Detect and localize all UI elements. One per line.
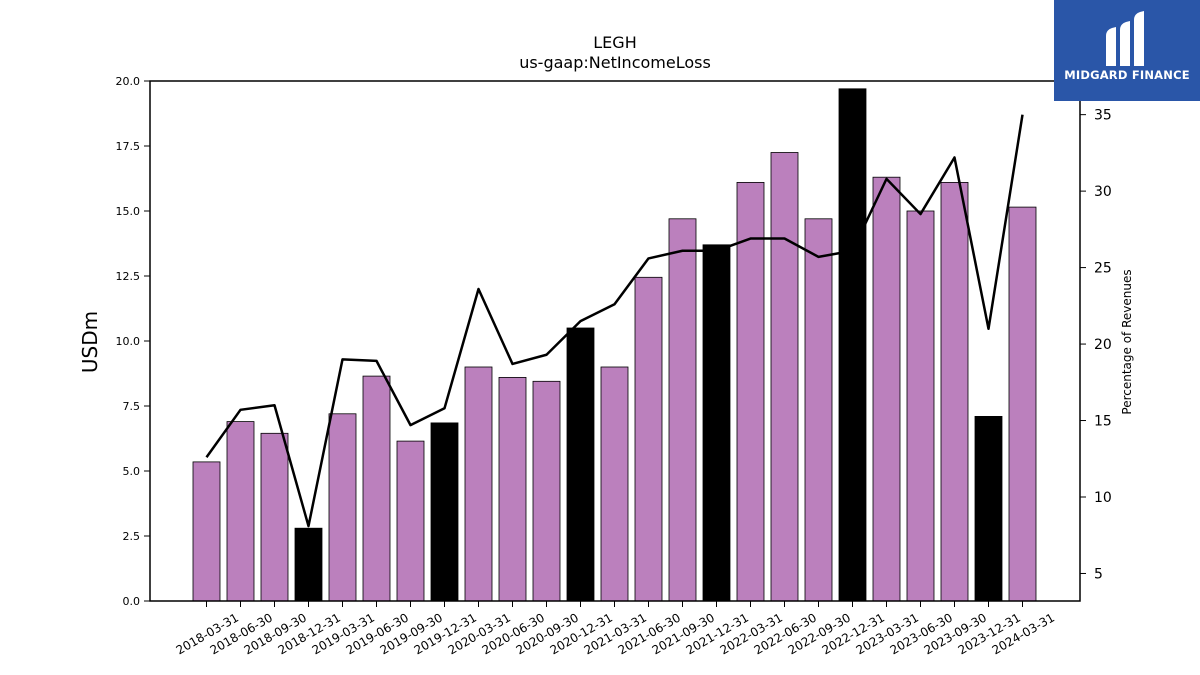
chart-subtitle: us-gaap:NetIncomeLoss	[519, 53, 711, 72]
y-tick-label: 10.0	[116, 335, 141, 348]
bars-group	[192, 88, 1037, 602]
bar-2020-12-31	[566, 327, 595, 602]
bar-2021-12-31	[702, 244, 731, 602]
y-tick-label: 17.5	[116, 140, 141, 153]
bar-2021-09-30	[668, 218, 697, 602]
bar-2022-03-31	[736, 181, 765, 602]
bar-2018-09-30	[260, 432, 289, 602]
y-tick-label: 2.5	[123, 530, 141, 543]
bar-2022-09-30	[804, 218, 833, 602]
bar-2024-03-31	[1008, 206, 1037, 602]
bar-2023-12-31	[974, 415, 1003, 602]
y-tick-label: 7.5	[123, 400, 141, 413]
y-tick-label: 0.0	[123, 595, 141, 608]
y-tick-label: 20.0	[116, 75, 141, 88]
bar-2020-03-31	[464, 366, 493, 602]
bar-2023-09-30	[940, 181, 969, 602]
bar-2023-06-30	[906, 210, 935, 602]
bar-2019-06-30	[362, 375, 391, 602]
bar-2018-12-31	[294, 527, 323, 602]
bar-2020-06-30	[498, 376, 527, 602]
y-axis-label: USDm	[78, 311, 102, 373]
y2-tick-label: 5	[1094, 566, 1103, 582]
y-tick-label: 12.5	[116, 270, 141, 283]
bar-2020-09-30	[532, 380, 561, 602]
bar-2023-03-31	[872, 176, 901, 602]
y2-tick-label: 10	[1094, 490, 1112, 506]
bar-2022-06-30	[770, 152, 799, 602]
bar-2021-06-30	[634, 276, 663, 602]
line-group	[205, 114, 1024, 528]
bar-2019-09-30	[396, 440, 425, 602]
bar-2022-12-31	[838, 88, 867, 602]
bar-2018-03-31	[192, 461, 221, 602]
y2-tick-label: 35	[1094, 108, 1112, 124]
y2-tick-label: 15	[1094, 414, 1112, 430]
brand-name: MIDGARD FINANCE	[1064, 68, 1190, 82]
bar-2021-03-31	[600, 366, 629, 602]
percentage-line	[205, 114, 1024, 528]
bar-2019-12-31	[430, 422, 459, 602]
y-tick-label: 5.0	[123, 465, 141, 478]
bar-2019-03-31	[328, 413, 357, 602]
y2-axis-label: Percentage of Revenues	[1120, 269, 1134, 414]
y2-tick-label: 30	[1094, 184, 1112, 200]
bar-2018-06-30	[226, 421, 255, 602]
y2-tick-label: 20	[1094, 337, 1112, 353]
midgard-logo-icon	[1106, 11, 1144, 66]
chart-title: LEGH	[593, 33, 636, 52]
y-tick-label: 15.0	[116, 205, 141, 218]
midgard-logo: MIDGARD FINANCE	[1054, 0, 1200, 101]
y2-tick-label: 25	[1094, 261, 1112, 277]
